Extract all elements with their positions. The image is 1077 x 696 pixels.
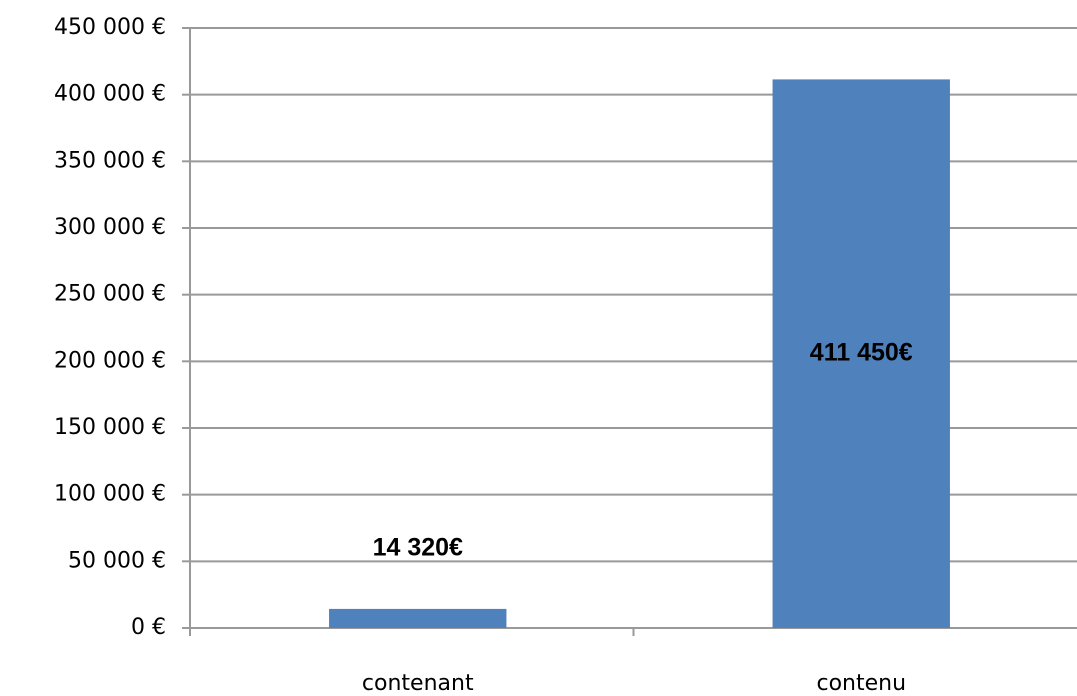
y-tick-label: 400 000 €: [54, 82, 166, 107]
y-tick-label: 50 000 €: [68, 548, 166, 573]
y-tick-label: 150 000 €: [54, 415, 166, 440]
x-tick-label: contenant: [362, 671, 474, 696]
bar: [329, 608, 507, 628]
y-tick-label: 100 000 €: [54, 482, 166, 507]
y-tick-label: 450 000 €: [54, 15, 166, 40]
y-tick-label: 0 €: [131, 615, 166, 640]
data-label: 14 320€: [373, 534, 463, 562]
x-tick-label: contenu: [816, 671, 906, 696]
y-tick-label: 350 000 €: [54, 148, 166, 173]
y-tick-label: 200 000 €: [54, 348, 166, 373]
y-tick-label: 300 000 €: [54, 215, 166, 240]
y-tick-label: 250 000 €: [54, 282, 166, 307]
bar: [772, 79, 950, 628]
data-label: 411 450€: [810, 338, 913, 366]
